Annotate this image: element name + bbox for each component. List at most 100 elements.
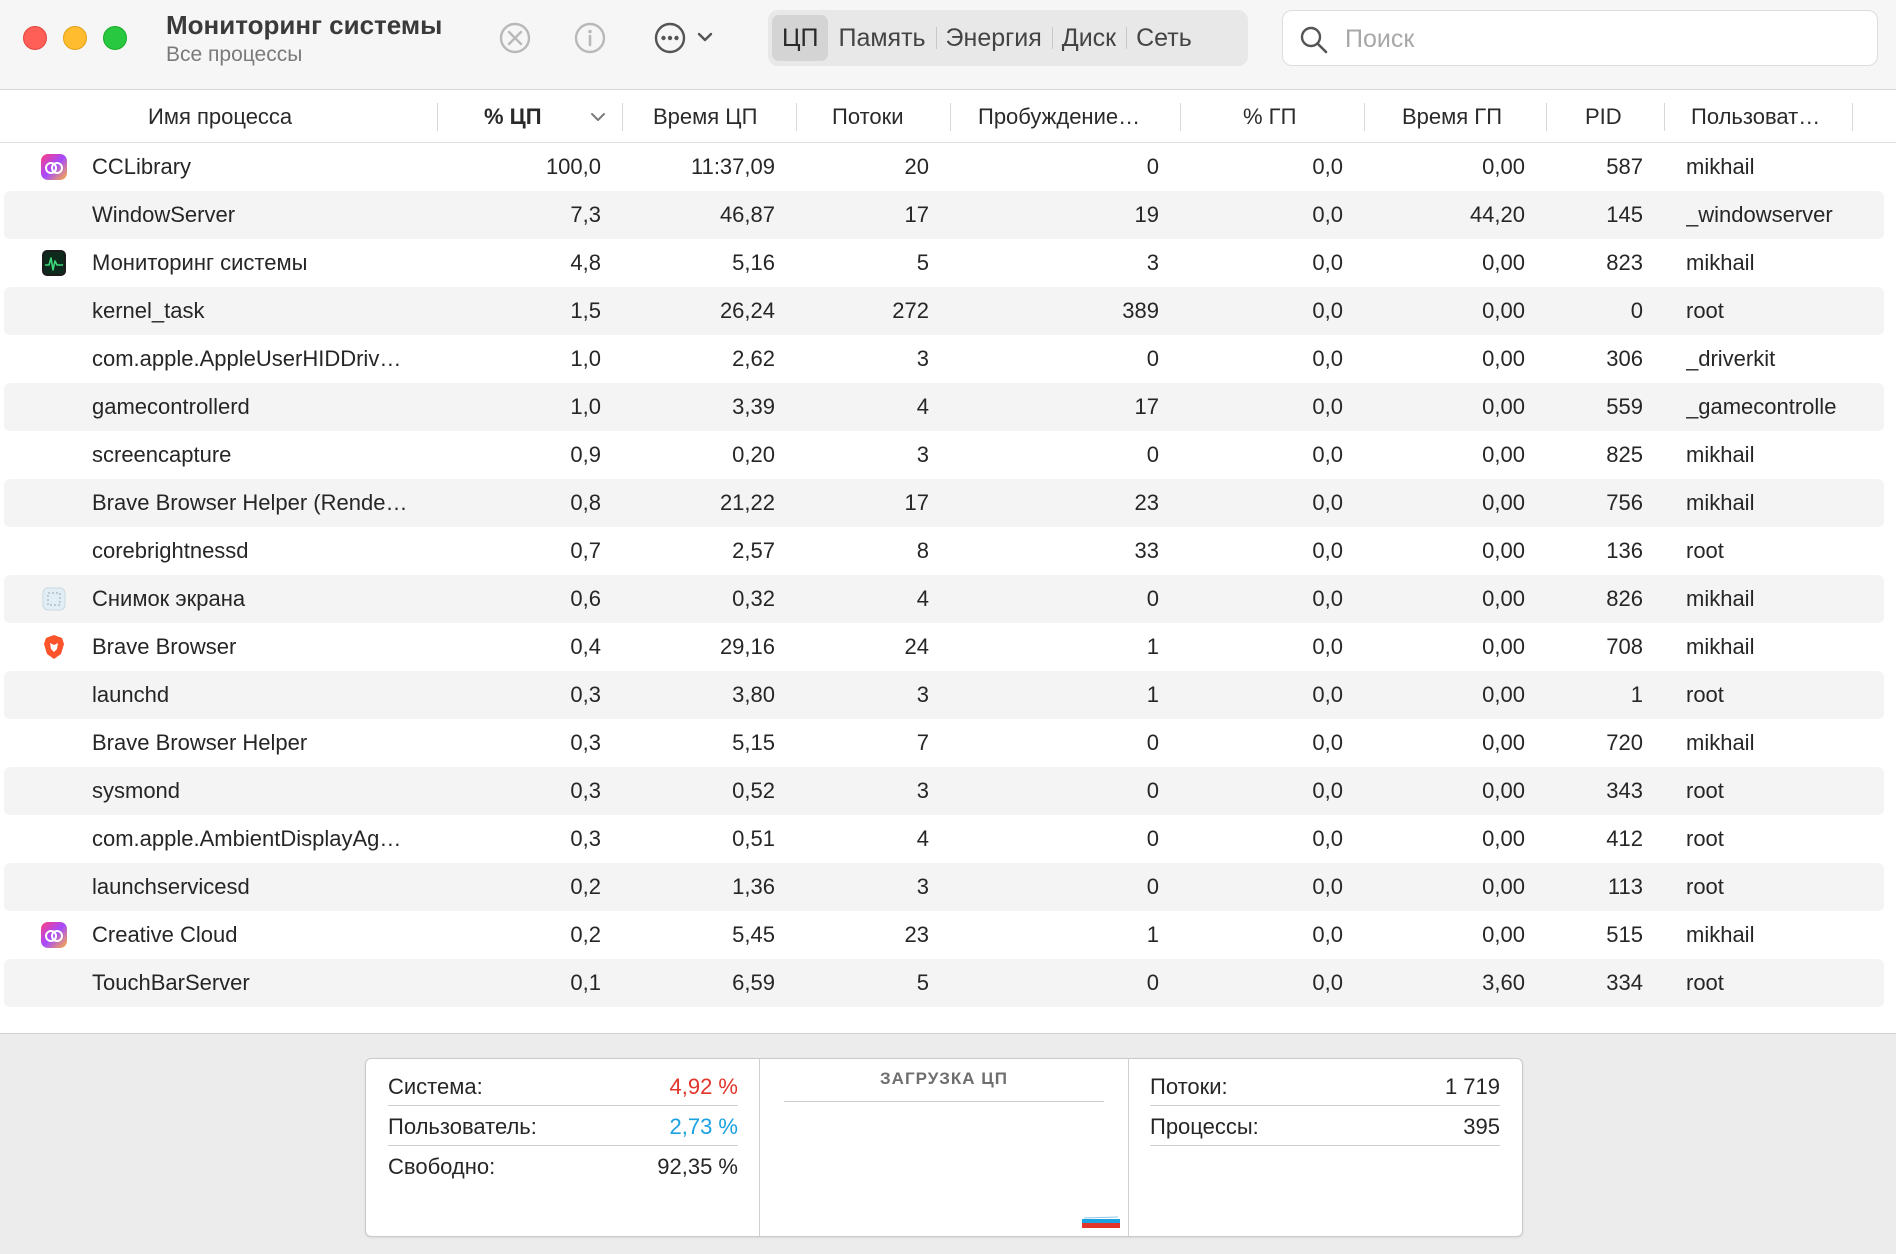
tab-cpu[interactable]: ЦП: [772, 15, 829, 61]
stat-user-value: 2,73 %: [669, 1114, 739, 1139]
sort-descending-icon[interactable]: [590, 109, 606, 125]
column-header-name[interactable]: Имя процесса: [148, 104, 293, 129]
column-header-wakeups[interactable]: Пробуждение…: [978, 104, 1141, 129]
wakeups: 17: [1134, 394, 1159, 419]
process-name: kernel_task: [92, 298, 205, 323]
cpu-time: 1,36: [732, 874, 775, 899]
search-icon: [1300, 26, 1328, 54]
process-name: sysmond: [92, 778, 181, 803]
threads: 23: [904, 922, 929, 947]
column-header-pid[interactable]: PID: [1585, 104, 1622, 129]
gpu-time: 3,60: [1482, 970, 1525, 995]
wakeups: 1: [1146, 634, 1159, 659]
minimize-window-button[interactable]: [63, 26, 87, 50]
column-divider[interactable]: [1852, 103, 1853, 131]
table-row[interactable]: com.apple.AmbientDisplayAg… 0,3 0,51 4 0…: [4, 815, 1884, 863]
stat-threads: Потоки: 1 719: [1150, 1067, 1500, 1107]
wakeups: 0: [1146, 442, 1159, 467]
column-divider[interactable]: [437, 103, 438, 131]
column-divider[interactable]: [622, 103, 623, 131]
stat-user-label: Пользователь:: [388, 1114, 537, 1139]
table-row[interactable]: Brave Browser Helper 0,3 5,15 7 0 0,0 0,…: [4, 719, 1884, 767]
table-row[interactable]: Brave Browser Helper (Rende… 0,8 21,22 1…: [4, 479, 1884, 527]
column-header-gpu[interactable]: % ГП: [1243, 104, 1297, 129]
table-row[interactable]: launchd 0,3 3,80 3 1 0,0 0,00 1 root: [4, 671, 1884, 719]
search-input[interactable]: [1345, 19, 1865, 59]
zoom-window-button[interactable]: [103, 26, 127, 50]
pid: 823: [1606, 250, 1643, 275]
table-row[interactable]: sysmond 0,3 0,52 3 0 0,0 0,00 343 root: [4, 767, 1884, 815]
table-row[interactable]: Brave Browser 0,4 29,16 24 1 0,0 0,00 70…: [4, 623, 1884, 671]
tab-memory[interactable]: Память: [838, 24, 926, 52]
table-row[interactable]: Снимок экрана 0,6 0,32 4 0 0,0 0,00 826 …: [4, 575, 1884, 623]
cpu-time: 3,80: [732, 682, 775, 707]
cpu-time: 6,59: [732, 970, 775, 995]
close-window-button[interactable]: [23, 26, 47, 50]
cpu-percent: 0,2: [570, 874, 601, 899]
cpu-load-system-bar: [1082, 1223, 1120, 1228]
column-divider[interactable]: [1664, 103, 1665, 131]
table-row[interactable]: gamecontrollerd 1,0 3,39 4 17 0,0 0,00 5…: [4, 383, 1884, 431]
pid: 720: [1606, 730, 1643, 755]
tab-network[interactable]: Сеть: [1126, 15, 1202, 61]
info-button[interactable]: [570, 18, 610, 58]
stat-idle: Свободно: 92,35 %: [388, 1147, 738, 1187]
column-header-user[interactable]: Пользоват…: [1691, 104, 1821, 129]
cpu-summary-footer: Система: 4,92 % Пользователь: 2,73 % Сво…: [0, 1033, 1896, 1254]
gpu-time: 0,00: [1482, 634, 1525, 659]
cpu-percent: 1,5: [570, 298, 601, 323]
table-row[interactable]: CCLibrary 100,0 11:37,09 20 0 0,0 0,00 5…: [4, 143, 1884, 191]
user: root: [1686, 970, 1724, 995]
cpu-percent: 0,4: [570, 634, 601, 659]
table-row[interactable]: com.apple.AppleUserHIDDriv… 1,0 2,62 3 0…: [4, 335, 1884, 383]
cpu-percent: 0,3: [570, 682, 601, 707]
column-header-threads[interactable]: Потоки: [832, 104, 904, 129]
pid: 825: [1606, 442, 1643, 467]
pid: 559: [1606, 394, 1643, 419]
more-actions-button[interactable]: [650, 18, 726, 58]
column-divider[interactable]: [950, 103, 951, 131]
stat-processes-value: 395: [1463, 1114, 1500, 1139]
user: mikhail: [1686, 250, 1755, 275]
stop-process-button[interactable]: [495, 18, 535, 58]
gpu-time: 0,00: [1482, 490, 1525, 515]
gpu-percent: 0,0: [1312, 442, 1343, 467]
table-row[interactable]: corebrightnessd 0,7 2,57 8 33 0,0 0,00 1…: [4, 527, 1884, 575]
user: _driverkit: [1686, 346, 1776, 371]
gpu-percent: 0,0: [1312, 634, 1343, 659]
gpu-time: 0,00: [1482, 538, 1525, 563]
search-field[interactable]: [1282, 10, 1878, 66]
table-row[interactable]: Мониторинг системы 4,8 5,16 5 3 0,0 0,00…: [4, 239, 1884, 287]
stop-process-icon: [499, 22, 531, 54]
threads: 3: [916, 874, 929, 899]
table-row[interactable]: Creative Cloud 0,2 5,45 23 1 0,0 0,00 51…: [4, 911, 1884, 959]
table-row[interactable]: WindowServer 7,3 46,87 17 19 0,0 44,20 1…: [4, 191, 1884, 239]
column-divider[interactable]: [1546, 103, 1547, 131]
cpu-time: 3,39: [732, 394, 775, 419]
process-table: CCLibrary 100,0 11:37,09 20 0 0,0 0,00 5…: [0, 143, 1896, 1033]
process-name: launchservicesd: [92, 874, 250, 899]
table-row[interactable]: TouchBarServer 0,1 6,59 5 0 0,0 3,60 334…: [4, 959, 1884, 1007]
cpu-time: 0,51: [732, 826, 775, 851]
table-row[interactable]: launchservicesd 0,2 1,36 3 0 0,0 0,00 11…: [4, 863, 1884, 911]
gpu-percent: 0,0: [1312, 346, 1343, 371]
threads: 272: [892, 298, 929, 323]
pid: 0: [1630, 298, 1643, 323]
wakeups: 0: [1146, 586, 1159, 611]
cpu-percent: 0,8: [570, 490, 601, 515]
column-divider[interactable]: [1364, 103, 1365, 131]
table-row[interactable]: screencapture 0,9 0,20 3 0 0,0 0,00 825 …: [4, 431, 1884, 479]
cpu-percent: 100,0: [545, 154, 601, 179]
column-header-cpu-time[interactable]: Время ЦП: [653, 104, 758, 129]
threads: 8: [916, 538, 929, 563]
stat-threads-label: Потоки:: [1150, 1074, 1228, 1099]
tab-disk[interactable]: Диск: [1051, 15, 1126, 61]
pid: 306: [1606, 346, 1643, 371]
column-divider[interactable]: [796, 103, 797, 131]
tab-energy[interactable]: Энергия: [935, 15, 1052, 61]
table-row[interactable]: kernel_task 1,5 26,24 272 389 0,0 0,00 0…: [4, 287, 1884, 335]
column-divider[interactable]: [1180, 103, 1181, 131]
column-header-gpu-time[interactable]: Время ГП: [1402, 104, 1503, 129]
column-header-cpu[interactable]: % ЦП: [484, 104, 542, 129]
gpu-percent: 0,0: [1312, 250, 1343, 275]
